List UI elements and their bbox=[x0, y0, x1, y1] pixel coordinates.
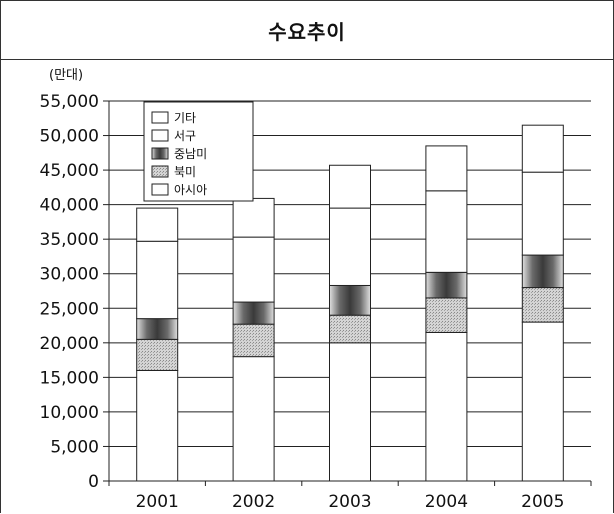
x-tick-label: 2001 bbox=[136, 492, 179, 512]
x-tick-label: 2005 bbox=[521, 492, 564, 512]
bar-segment bbox=[136, 240, 179, 320]
legend-label: 북미 bbox=[174, 165, 196, 179]
y-tick-label: 0 bbox=[88, 472, 99, 492]
y-tick-label: 15,000 bbox=[40, 368, 99, 388]
legend-swatch bbox=[151, 183, 169, 196]
legend-label: 서구 bbox=[174, 129, 196, 143]
bar-segment bbox=[425, 145, 468, 192]
bar-segment bbox=[521, 287, 564, 323]
bar-segment bbox=[136, 338, 179, 371]
bar-segment bbox=[329, 314, 371, 344]
chart-title: 수요추이 bbox=[268, 19, 346, 44]
bar-segment bbox=[425, 190, 468, 273]
title-bar: 수요추이 bbox=[1, 1, 613, 60]
legend-swatch bbox=[151, 165, 169, 178]
bar-segment bbox=[232, 236, 275, 303]
bar-segment bbox=[232, 356, 275, 482]
legend-swatch bbox=[151, 129, 169, 142]
bar-segment bbox=[329, 342, 371, 482]
y-tick-label: 40,000 bbox=[40, 196, 99, 216]
bars bbox=[136, 124, 564, 482]
x-tick-label: 2002 bbox=[232, 492, 275, 512]
bar-segment bbox=[232, 301, 275, 325]
y-tick-label: 45,000 bbox=[40, 161, 99, 181]
legend-label: 기타 bbox=[174, 111, 196, 125]
y-tick-label: 35,000 bbox=[40, 230, 99, 250]
y-tick-label: 30,000 bbox=[40, 265, 99, 285]
legend-swatch bbox=[151, 111, 169, 124]
chart-canvas: (만대) 0 5,000 10,000 15,000 20,000 25,000 30,00… bbox=[40, 68, 592, 512]
bar-segment bbox=[521, 321, 564, 482]
x-axis: 2001 2002 2003 2004 2005 bbox=[108, 481, 592, 512]
y-tick-label: 10,000 bbox=[40, 403, 99, 423]
bar-segment bbox=[521, 254, 564, 289]
legend-label: 아시아 bbox=[174, 183, 207, 197]
legend-swatch bbox=[151, 147, 169, 160]
bar-segment bbox=[136, 369, 179, 482]
y-tick-label: 50,000 bbox=[40, 127, 99, 147]
bar-segment bbox=[521, 171, 564, 256]
bar-segment bbox=[425, 331, 468, 482]
bar-segment bbox=[232, 323, 275, 358]
legend-label: 중남미 bbox=[174, 147, 207, 161]
bar-segment bbox=[521, 124, 564, 173]
y-tick-label: 25,000 bbox=[40, 299, 99, 319]
bar-segment bbox=[329, 164, 371, 209]
y-tick-label: 20,000 bbox=[40, 334, 99, 354]
bar-segment bbox=[136, 318, 179, 340]
bar-segment bbox=[425, 271, 468, 299]
y-tick-label: 5,000 bbox=[50, 437, 99, 457]
x-tick-label: 2004 bbox=[425, 492, 468, 512]
bar-segment bbox=[232, 197, 275, 238]
y-axis: 0 5,000 10,000 15,000 20,000 25,000 30,000 35,0… bbox=[40, 92, 110, 492]
y-tick-label: 55,000 bbox=[40, 92, 99, 112]
bar-segment bbox=[329, 207, 371, 286]
x-tick-label: 2003 bbox=[328, 492, 371, 512]
bar-segment bbox=[136, 207, 179, 242]
unit-label: (만대) bbox=[49, 68, 83, 83]
bar-segment bbox=[329, 284, 371, 316]
bar-segment bbox=[425, 297, 468, 333]
